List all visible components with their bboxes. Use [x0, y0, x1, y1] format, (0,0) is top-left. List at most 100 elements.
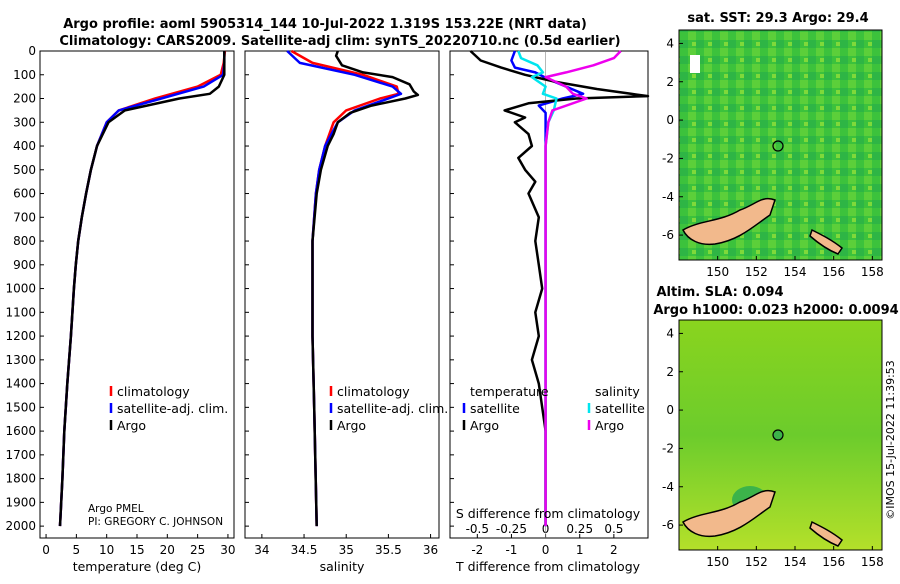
y-tick-label: 300	[13, 115, 36, 129]
s-tick-label: 0.25	[566, 522, 593, 536]
map-y-tick-label: 2	[666, 365, 674, 379]
series-line-argo	[311, 50, 420, 527]
map-x-tick-label: 156	[822, 265, 845, 279]
legend-sal-satellite-label: satellite	[595, 401, 645, 416]
series-line-temperature-argo	[469, 50, 650, 527]
temperature-legend: climatology satellite-adj. clim. Argo	[109, 384, 228, 433]
salinity-x-axis: 34 34.5 35 35.5 36	[254, 534, 438, 557]
map-x-tick-label: 152	[745, 265, 768, 279]
y-tick-label: 2000	[5, 519, 36, 533]
depth-axis: 0 100 200 300 400 500 600 700 800 900 1000 1100 1200…	[5, 44, 44, 533]
y-tick-label: 800	[13, 234, 36, 248]
map-y-tick-label: -4	[662, 190, 674, 204]
x-tick-label: 15	[129, 543, 144, 557]
x-tick-label: 20	[160, 543, 175, 557]
map-x-tick-label: 158	[861, 265, 884, 279]
map-y-tick-label: 4	[666, 36, 674, 50]
salinity-legend: climatology satellite-adj. clim. Argo	[329, 384, 448, 433]
y-tick-label: 1400	[5, 377, 36, 391]
sla-land-island	[809, 520, 844, 547]
difference-depth-ticks	[450, 50, 454, 527]
sst-argo-location-marker	[772, 140, 784, 152]
map-x-tick-label: 158	[861, 555, 884, 569]
map-y-tick-label: -4	[662, 480, 674, 494]
x-tick-label: -1	[505, 543, 517, 557]
x-tick-label: 0	[542, 543, 550, 557]
salinity-profiles	[286, 49, 420, 527]
figure-title-line2: Climatology: CARS2009. Satellite-adj cli…	[59, 34, 620, 49]
y-tick-label: 100	[13, 68, 36, 82]
x-tick-label: 5	[73, 543, 81, 557]
y-tick-label: 0	[28, 44, 36, 58]
sst-map: sat. SST: 29.3 Argo: 29.4 150 152 154 156 15…	[662, 11, 884, 279]
difference-panel: -2 -1 0 1 2 -0.5 -0.25 0 0.25 0.5 S difference f…	[449, 50, 650, 574]
y-tick-label: 900	[13, 258, 36, 272]
legend-satellite-adj-label: satellite-adj. clim.	[337, 401, 448, 416]
s-tick-label: 0.5	[604, 522, 623, 536]
map-y-tick-label: 2	[666, 75, 674, 89]
temperature-panel: 0100200300400500600700800900100011001200…	[5, 44, 235, 574]
y-tick-label: 600	[13, 187, 36, 201]
t-difference-xlabel: T difference from climatology	[455, 559, 641, 574]
sla-land-png	[682, 490, 776, 538]
y-tick-label: 1900	[5, 495, 36, 509]
temperature-axes-frame	[39, 50, 235, 539]
difference-x-axis: -2 -1 0 1 2	[471, 534, 618, 557]
map-y-tick-label: -6	[662, 518, 674, 532]
map-y-tick-label: 0	[666, 113, 674, 127]
legend-temp-satellite-label: satellite	[470, 401, 520, 416]
x-tick-label: 0	[42, 543, 50, 557]
legend-sal-argo-label: Argo	[595, 418, 624, 433]
sst-map-axes: 150 152 154 156 158 4 2 0 -2 -4 -6	[662, 36, 884, 279]
y-tick-label: 1700	[5, 448, 36, 462]
y-tick-label: 1100	[5, 305, 36, 319]
y-tick-label: 500	[13, 163, 36, 177]
x-tick-label: 2	[610, 543, 618, 557]
x-tick-label: 35	[339, 543, 354, 557]
y-tick-label: 1600	[5, 424, 36, 438]
figure-title-line1: Argo profile: aoml 5905314_144 10-Jul-20…	[63, 17, 587, 32]
s-difference-label: S difference from climatology	[456, 506, 641, 521]
legend-climatology-label: climatology	[117, 384, 190, 399]
x-tick-label: 35.5	[375, 543, 402, 557]
map-x-tick-label: 152	[745, 555, 768, 569]
map-x-tick-label: 154	[784, 555, 807, 569]
temperature-profiles	[58, 50, 227, 527]
sla-map: Altim. SLA: 0.094 Argo h1000: 0.023 h200…	[653, 285, 898, 569]
y-tick-label: 1200	[5, 329, 36, 343]
credit-pi: PI: GREGORY C. JOHNSON	[88, 516, 223, 528]
map-y-tick-label: 4	[666, 326, 674, 340]
series-line-salinity-argo	[544, 50, 622, 527]
sst-land-png	[682, 198, 776, 246]
y-tick-label: 1300	[5, 353, 36, 367]
salinity-panel: 34 34.5 35 35.5 36 salinity climatology sate…	[244, 49, 448, 574]
x-tick-label: 1	[576, 543, 584, 557]
salinity-axes-frame	[244, 50, 440, 539]
s-tick-label: -0.5	[466, 522, 489, 536]
temperature-x-axis: 0 5 10 15 20 25 30	[42, 534, 236, 557]
x-tick-label: 34	[254, 543, 269, 557]
map-y-tick-label: -6	[662, 228, 674, 242]
legend-temperature-heading: temperature	[470, 384, 549, 399]
sst-map-title: sat. SST: 29.3 Argo: 29.4	[687, 11, 868, 26]
y-tick-label: 200	[13, 92, 36, 106]
x-tick-label: 25	[190, 543, 205, 557]
x-tick-label: -2	[471, 543, 483, 557]
x-tick-label: 30	[220, 543, 235, 557]
difference-profiles	[469, 50, 650, 527]
sla-map-title-line2: Argo h1000: 0.023 h2000: 0.0094	[653, 303, 898, 318]
map-y-tick-label: 0	[666, 403, 674, 417]
sla-map-title-line1: Altim. SLA: 0.094	[657, 285, 784, 300]
map-x-tick-label: 150	[706, 265, 729, 279]
difference-axes-frame	[449, 50, 649, 539]
legend-argo-label: Argo	[117, 418, 146, 433]
y-tick-label: 400	[13, 139, 36, 153]
sla-map-axes: 150 152 154 156 158 4 2 0 -2 -4 -6	[662, 326, 884, 569]
s-tick-label: -0.25	[496, 522, 527, 536]
imos-watermark: ©IMOS 15-Jul-2022 11:39:53	[884, 360, 897, 520]
y-tick-label: 700	[13, 210, 36, 224]
map-y-tick-label: -2	[662, 441, 674, 455]
sla-argo-location-marker	[772, 429, 784, 441]
difference-legend: temperature satellite Argo salinity sate…	[462, 384, 645, 433]
